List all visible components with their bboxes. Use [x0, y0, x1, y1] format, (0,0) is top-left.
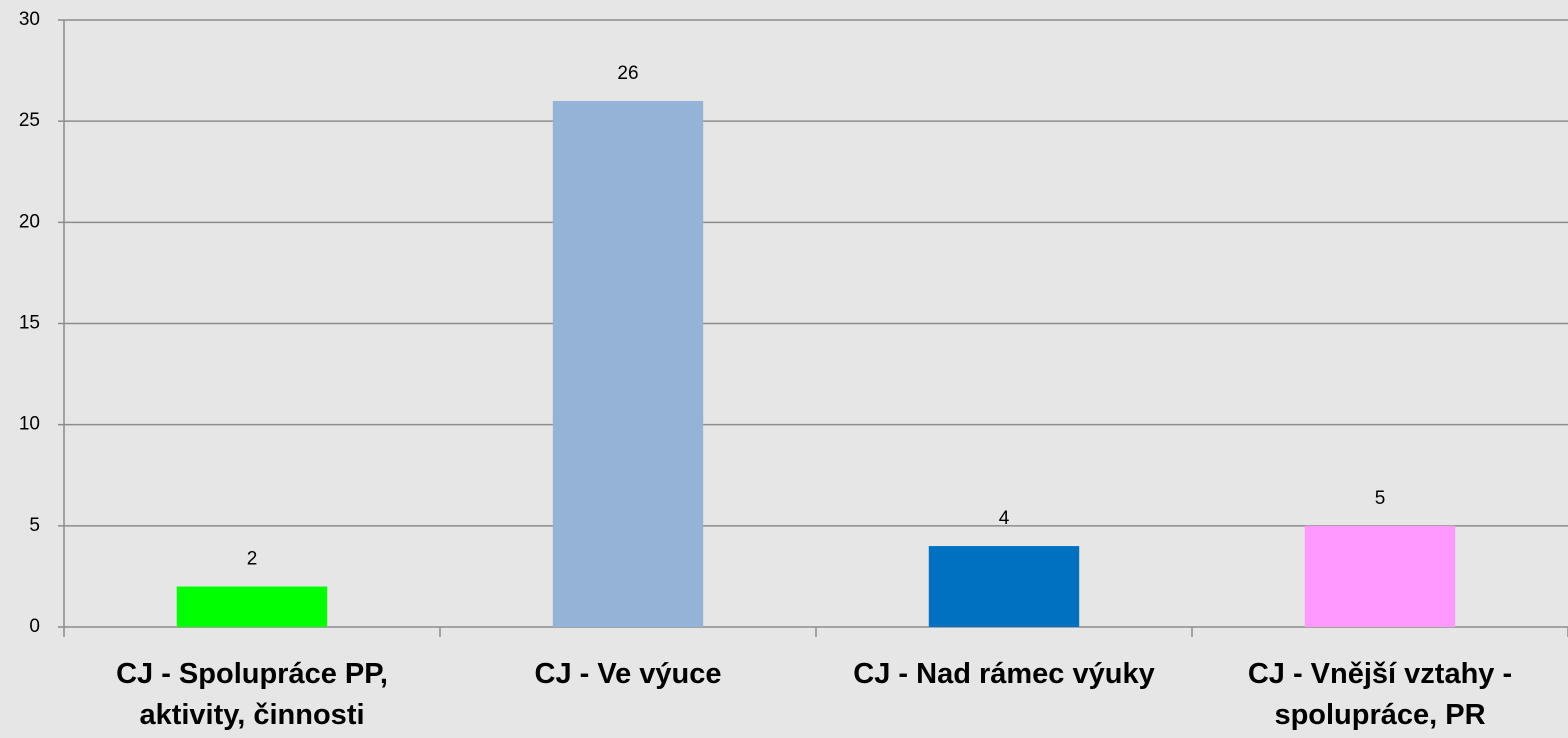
x-tick-label: CJ - Nad rámec výuky — [853, 658, 1155, 690]
bar — [1304, 525, 1456, 627]
y-tick-label: 25 — [19, 110, 40, 131]
x-tick-label: CJ - Spolupráce PP, aktivity, činnosti — [116, 658, 388, 731]
x-tick-label: CJ - Ve výuce — [534, 658, 722, 690]
y-tick-label: 15 — [19, 313, 40, 334]
y-tick-label: 0 — [29, 616, 40, 637]
x-tick-label: CJ - Vnější vztahy - spolupráce, PR — [1247, 658, 1513, 731]
bar — [928, 546, 1080, 627]
y-tick-label: 20 — [19, 211, 40, 232]
y-tick-label: 5 — [29, 515, 40, 536]
y-tick-label: 10 — [19, 414, 40, 435]
bar — [552, 100, 704, 627]
value-label: 26 — [617, 63, 638, 84]
value-label: 5 — [1375, 488, 1386, 509]
y-tick-label: 30 — [19, 9, 40, 30]
value-label: 2 — [247, 549, 258, 570]
value-label: 4 — [999, 508, 1010, 529]
bar — [176, 586, 328, 627]
